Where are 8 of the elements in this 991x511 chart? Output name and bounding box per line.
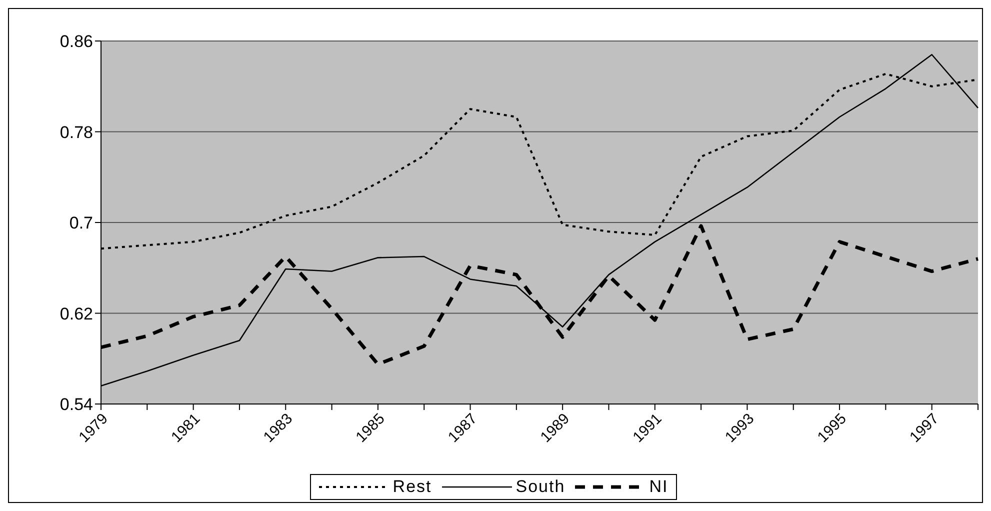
y-tick-label: 0.78	[60, 122, 93, 142]
y-tick-label: 0.54	[60, 395, 93, 414]
y-tick-label: 0.7	[69, 214, 93, 233]
legend-label: South	[516, 477, 566, 497]
legend-label: Rest	[392, 477, 432, 497]
legend-label: NI	[649, 477, 668, 497]
y-tick-label: 0.62	[60, 304, 93, 324]
y-tick-label: 0.86	[60, 32, 93, 52]
